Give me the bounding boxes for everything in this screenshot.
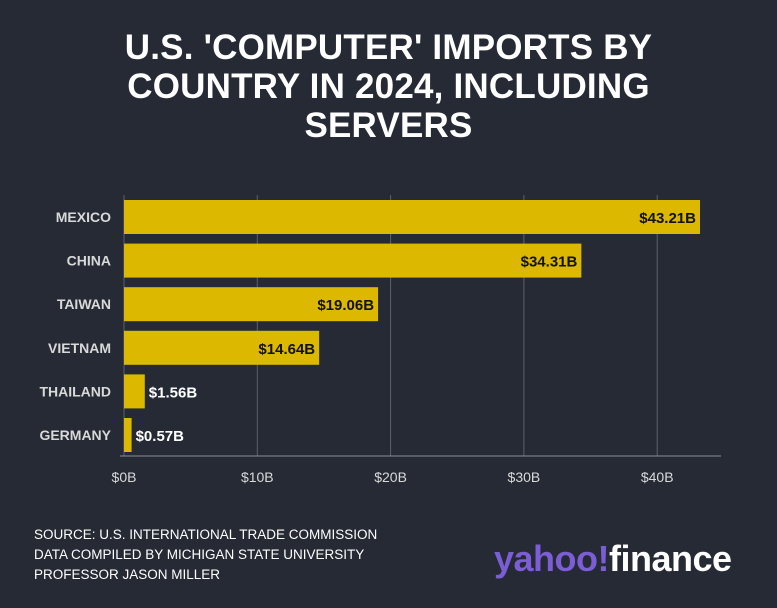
category-label: MEXICO (56, 209, 111, 225)
x-tick-label: $20B (374, 469, 407, 485)
category-label: GERMANY (39, 427, 111, 443)
source-line-2: DATA COMPILED BY MICHIGAN STATE UNIVERSI… (34, 547, 365, 562)
value-label: $43.21B (639, 210, 696, 227)
value-label: $19.06B (317, 297, 374, 314)
value-label: $0.57B (136, 428, 185, 445)
value-label: $1.56B (149, 384, 198, 401)
x-tick-label: $0B (112, 469, 137, 485)
bar-china (124, 243, 582, 278)
category-label: TAIWAN (57, 296, 111, 312)
bar-germany (124, 418, 132, 452)
bar-taiwan (124, 287, 379, 322)
value-label: $34.31B (521, 254, 578, 271)
category-label: VIETNAM (48, 340, 111, 356)
yahoo-finance-logo: yahoo!finance (494, 539, 732, 579)
value-label: $14.64B (258, 341, 315, 358)
logo-yahoo-text: yahoo! (494, 538, 610, 579)
x-tick-label: $40B (641, 469, 674, 485)
category-label: CHINA (67, 253, 111, 269)
source-line-1: SOURCE: U.S. INTERNATIONAL TRADE COMMISS… (34, 527, 378, 542)
bar-thailand (124, 374, 145, 409)
source-line-3: PROFESSOR JASON MILLER (34, 567, 221, 582)
bar-mexico (124, 200, 700, 234)
x-tick-label: $30B (508, 469, 541, 485)
bar-vietnam (124, 330, 320, 365)
source-note: SOURCE: U.S. INTERNATIONAL TRADE COMMISS… (34, 525, 377, 585)
chart-title: U.S. 'COMPUTER' IMPORTS BY COUNTRY IN 20… (124, 28, 653, 145)
logo-finance-text: finance (609, 538, 732, 579)
x-tick-label: $10B (241, 469, 274, 485)
category-label: THAILAND (39, 383, 111, 399)
